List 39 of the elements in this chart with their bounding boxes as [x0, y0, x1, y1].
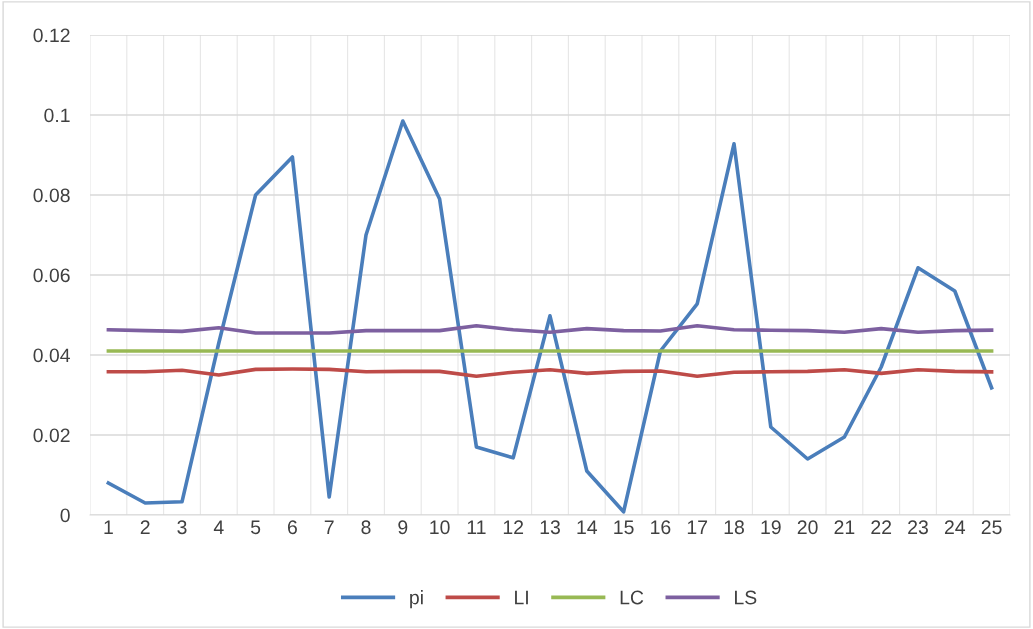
x-tick-label: 4: [213, 520, 224, 534]
x-tick-label: 22: [871, 520, 892, 534]
x-tick-label: 17: [687, 520, 708, 534]
x-tick-label: 20: [797, 520, 818, 535]
x-tick-label: 8: [361, 520, 371, 535]
x-tick-label: 11: [467, 520, 486, 534]
x-tick-label: 2: [140, 520, 150, 534]
y-tick-label: 0.08: [33, 188, 70, 203]
legend-label: LC: [620, 590, 644, 605]
y-tick-label: 0.04: [33, 348, 70, 363]
x-tick-label: 21: [834, 520, 855, 534]
x-tick-label: 6: [287, 520, 297, 535]
x-tick-label: 3: [177, 520, 187, 535]
y-tick-label: 0.06: [33, 268, 70, 283]
line-series: [106, 323, 994, 335]
x-tick-label: 7: [324, 520, 334, 534]
x-tick-label: 13: [540, 520, 560, 535]
y-tick-label: 0: [60, 508, 70, 523]
x-tick-label: 5: [250, 520, 261, 535]
x-tick-label: 25: [981, 520, 1002, 535]
legend-label: LI: [515, 590, 528, 605]
y-tick-label: 0.02: [33, 428, 70, 443]
line-series: [106, 119, 994, 514]
x-tick-label: 14: [577, 520, 598, 534]
legend-label: LS: [735, 590, 757, 605]
legend-label: pi: [410, 590, 423, 609]
x-tick-label: 16: [651, 520, 671, 535]
x-tick-label: 12: [503, 520, 524, 534]
y-tick-label: 0.1: [44, 108, 70, 123]
x-tick-label: 9: [398, 520, 408, 535]
y-tick-label: 0.12: [33, 28, 70, 43]
x-tick-label: 24: [944, 520, 966, 534]
x-tick-label: 19: [761, 520, 781, 535]
x-tick-label: 23: [908, 520, 928, 535]
x-tick-label: 1: [104, 520, 113, 534]
line-series: [106, 367, 994, 379]
x-tick-label: 15: [614, 520, 634, 535]
x-tick-label: 10: [430, 520, 450, 535]
x-tick-label: 18: [724, 520, 744, 535]
